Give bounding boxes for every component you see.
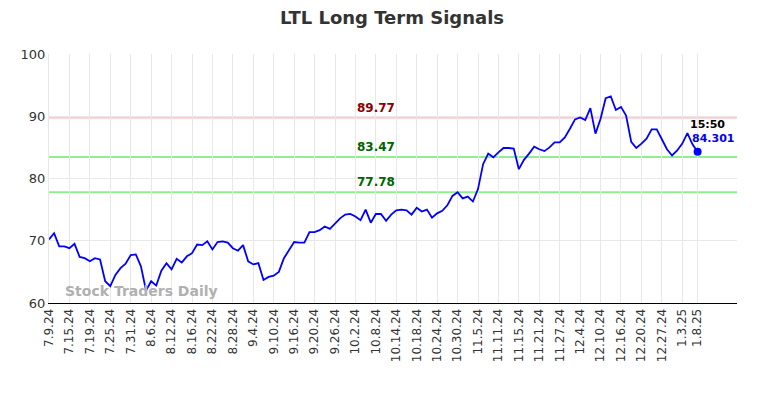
svg-text:8.6.24: 8.6.24 (144, 309, 158, 347)
svg-text:11.5.24: 11.5.24 (471, 309, 485, 355)
svg-text:7.15.24: 7.15.24 (62, 309, 76, 355)
svg-text:10.30.24: 10.30.24 (450, 309, 464, 362)
svg-text:LTL Long Term Signals: LTL Long Term Signals (280, 7, 504, 28)
svg-text:11.21.24: 11.21.24 (532, 309, 546, 362)
svg-text:8.12.24: 8.12.24 (164, 309, 178, 355)
svg-text:7.25.24: 7.25.24 (103, 309, 117, 355)
svg-text:77.78: 77.78 (357, 175, 395, 189)
svg-text:60: 60 (29, 296, 46, 311)
svg-text:11.15.24: 11.15.24 (512, 309, 526, 362)
svg-text:100: 100 (21, 47, 46, 62)
svg-text:15:50: 15:50 (690, 118, 725, 131)
svg-text:12.27.24: 12.27.24 (655, 309, 669, 362)
svg-text:1.3.25: 1.3.25 (675, 309, 689, 347)
svg-text:12.16.24: 12.16.24 (614, 309, 628, 362)
svg-text:10.24.24: 10.24.24 (430, 309, 444, 362)
svg-text:8.16.24: 8.16.24 (185, 309, 199, 355)
svg-text:8.28.24: 8.28.24 (226, 309, 240, 355)
svg-text:10.18.24: 10.18.24 (410, 309, 424, 362)
svg-text:10.8.24: 10.8.24 (369, 309, 383, 355)
svg-text:7.9.24: 7.9.24 (42, 309, 56, 347)
svg-text:9.10.24: 9.10.24 (267, 309, 281, 355)
svg-text:84.301: 84.301 (692, 132, 734, 145)
svg-text:12.20.24: 12.20.24 (634, 309, 648, 362)
svg-text:11.11.24: 11.11.24 (491, 309, 505, 362)
svg-text:7.19.24: 7.19.24 (83, 309, 97, 355)
svg-text:90: 90 (29, 109, 46, 124)
svg-text:9.4.24: 9.4.24 (246, 309, 260, 347)
svg-text:1.8.25: 1.8.25 (691, 309, 705, 347)
svg-text:12.4.24: 12.4.24 (573, 309, 587, 355)
svg-text:83.47: 83.47 (357, 140, 395, 154)
svg-text:8.22.24: 8.22.24 (205, 309, 219, 355)
svg-text:80: 80 (29, 171, 46, 186)
svg-text:89.77: 89.77 (357, 101, 395, 115)
svg-text:9.20.24: 9.20.24 (307, 309, 321, 355)
svg-text:10.2.24: 10.2.24 (348, 309, 362, 355)
svg-text:11.27.24: 11.27.24 (553, 309, 567, 362)
svg-text:9.26.24: 9.26.24 (328, 309, 342, 355)
svg-text:Stock Traders Daily: Stock Traders Daily (65, 283, 218, 299)
svg-text:7.31.24: 7.31.24 (124, 309, 138, 355)
svg-text:10.14.24: 10.14.24 (389, 309, 403, 362)
svg-text:70: 70 (29, 233, 46, 248)
svg-text:9.16.24: 9.16.24 (287, 309, 301, 355)
svg-text:12.10.24: 12.10.24 (593, 309, 607, 362)
